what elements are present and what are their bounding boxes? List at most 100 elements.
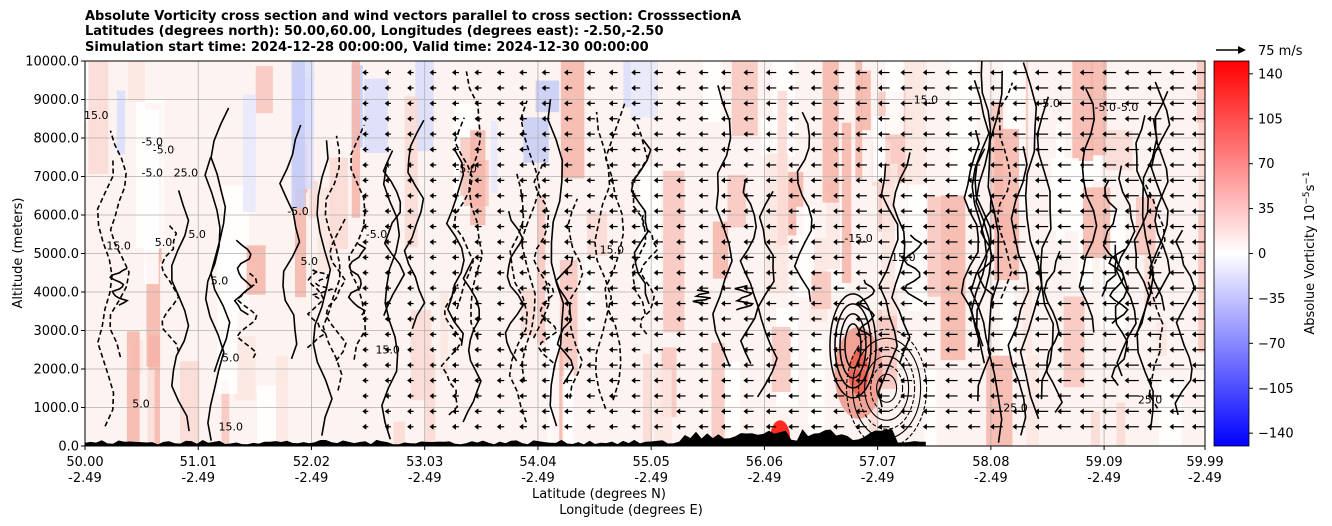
wind-vector-head: [788, 377, 793, 384]
wind-vector-head: [990, 161, 995, 168]
wind-vector-head: [967, 84, 972, 91]
wind-vector-head: [900, 423, 905, 430]
wind-vector-head: [877, 192, 882, 199]
wind-vector-head: [698, 131, 703, 138]
wind-vector-head: [362, 238, 367, 245]
wind-vector-head: [990, 100, 995, 107]
wind-vector-head: [407, 331, 412, 338]
wind-vector-head: [855, 100, 860, 107]
wind-vector-head: [833, 146, 838, 153]
wind-vector-head: [653, 362, 658, 369]
wind-vector-head: [877, 408, 882, 415]
wind-vector-head: [765, 377, 770, 384]
wind-vector-head: [496, 177, 501, 184]
contour-label: 25.0: [1003, 401, 1028, 414]
wind-vector-head: [474, 84, 479, 91]
vorticity-patch: [881, 163, 898, 316]
wind-vector-head: [810, 362, 815, 369]
wind-vector-head: [474, 146, 479, 153]
wind-vector-head: [1034, 131, 1039, 138]
wind-vector-head: [496, 331, 501, 338]
wind-vector-head: [362, 192, 367, 199]
wind-vector-head: [945, 131, 950, 138]
wind-vector-head: [877, 331, 882, 338]
contour-line: [233, 239, 253, 316]
wind-vector-head: [407, 192, 412, 199]
wind-vector-head: [788, 362, 793, 369]
wind-vector-head: [900, 362, 905, 369]
wind-vector-head: [676, 223, 681, 230]
wind-vector-head: [900, 392, 905, 399]
wind-vector-head: [1169, 300, 1174, 307]
wind-vector-head: [474, 392, 479, 399]
wind-vector-head: [1102, 161, 1107, 168]
vorticity-patch: [1051, 158, 1079, 232]
wind-vector-head: [362, 254, 367, 261]
colorbar-tick-label: −35: [1258, 292, 1285, 307]
colorbar-tick-label: 35: [1258, 202, 1275, 217]
wind-vector-head: [743, 69, 748, 76]
wind-vector-head: [608, 238, 613, 245]
wind-vector-head: [990, 69, 995, 76]
wind-vector-head: [608, 115, 613, 122]
wind-vector-head: [1034, 377, 1039, 384]
wind-vector-head: [1169, 392, 1174, 399]
wind-vector-head: [990, 192, 995, 199]
wind-vector-head: [384, 84, 389, 91]
wind-vector-head: [967, 208, 972, 215]
wind-vector-head: [788, 115, 793, 122]
wind-vector-head: [474, 423, 479, 430]
contour-label: 15.0: [218, 421, 243, 434]
wind-vector-head: [541, 238, 546, 245]
wind-vector-head: [1169, 161, 1174, 168]
wind-vector-head: [586, 115, 591, 122]
wind-vector-head: [631, 161, 636, 168]
wind-vector-head: [564, 161, 569, 168]
contour-label: -15.0: [844, 232, 872, 245]
wind-vector-head: [1191, 223, 1196, 230]
wind-vector-head: [833, 131, 838, 138]
wind-vector-head: [1102, 346, 1107, 353]
wind-vector-head: [407, 208, 412, 215]
y-tick-label: 2000.0: [34, 363, 80, 378]
wind-vector-head: [1034, 331, 1039, 338]
wind-vector-head: [1012, 131, 1017, 138]
wind-vector-head: [474, 254, 479, 261]
wind-vector-head: [1034, 115, 1039, 122]
wind-vector-head: [1191, 408, 1196, 415]
wind-vector-head: [788, 146, 793, 153]
wind-vector-head: [1057, 315, 1062, 322]
wind-vector-head: [1057, 177, 1062, 184]
wind-vector-head: [407, 254, 412, 261]
wind-vector-head: [429, 146, 434, 153]
wind-vector-head: [541, 285, 546, 292]
wind-vector-head: [721, 377, 726, 384]
wind-vector-head: [967, 392, 972, 399]
wind-vector-head: [743, 146, 748, 153]
wind-vector-head: [1191, 192, 1196, 199]
wind-vector-head: [1124, 315, 1129, 322]
vorticity-patch: [777, 90, 788, 246]
wind-vector-head: [519, 285, 524, 292]
wind-vector-head: [698, 69, 703, 76]
wind-vector-head: [721, 238, 726, 245]
wind-vector-head: [608, 423, 613, 430]
wind-vector-head: [631, 146, 636, 153]
wind-vector-head: [429, 100, 434, 107]
contour-label: -5.0: [142, 167, 163, 180]
wind-vector-head: [877, 254, 882, 261]
colorbar-label: Absolue Vorticity 10−5s−1: [1302, 171, 1318, 334]
wind-vector-head: [631, 423, 636, 430]
wind-vector-head: [676, 331, 681, 338]
wind-vector-head: [1191, 208, 1196, 215]
wind-vector-head: [631, 69, 636, 76]
wind-vector-head: [810, 408, 815, 415]
wind-vector-head: [945, 331, 950, 338]
contour-line: [403, 119, 426, 330]
wind-vector-head: [519, 115, 524, 122]
wind-vector-head: [945, 208, 950, 215]
vorticity-patch: [275, 355, 288, 446]
wind-vector-head: [1169, 69, 1174, 76]
wind-vector-head: [1012, 146, 1017, 153]
